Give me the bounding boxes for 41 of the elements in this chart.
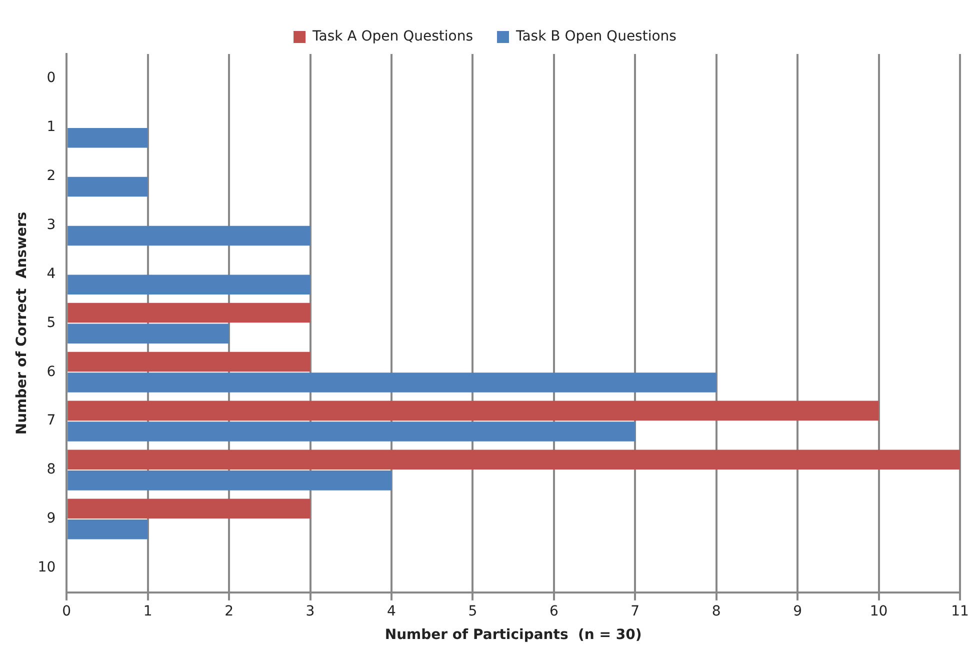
y-tick-label: 7 bbox=[46, 412, 56, 429]
y-tick-label: 2 bbox=[46, 168, 56, 184]
y-tick-label: 0 bbox=[46, 70, 56, 86]
x-axis-title: Number of Participants (n = 30) bbox=[384, 627, 642, 644]
bar bbox=[68, 274, 310, 295]
x-tick-label: 7 bbox=[630, 603, 640, 620]
x-tick-label: 1 bbox=[143, 603, 152, 620]
legend-label: Task B Open Questions bbox=[514, 28, 676, 45]
x-tick-label: 6 bbox=[549, 603, 558, 620]
bar bbox=[68, 450, 960, 470]
bar bbox=[68, 422, 636, 442]
y-axis-title: Number of Correct Answers bbox=[14, 212, 30, 435]
x-tick-label: 4 bbox=[387, 603, 396, 620]
y-tick-label: 6 bbox=[46, 364, 56, 380]
x-tick-label: 11 bbox=[951, 603, 969, 620]
x-tick-label: 0 bbox=[62, 603, 72, 620]
y-tick-label: 5 bbox=[46, 314, 56, 331]
bar bbox=[68, 324, 230, 344]
x-tick-label: 3 bbox=[306, 603, 315, 620]
bar bbox=[68, 520, 148, 540]
bar bbox=[68, 498, 310, 518]
x-tick-label: 9 bbox=[793, 603, 802, 620]
x-tick-label: 10 bbox=[870, 603, 888, 620]
y-tick-label: 4 bbox=[46, 266, 56, 282]
x-tick-label: 8 bbox=[712, 603, 721, 620]
bar bbox=[68, 352, 310, 372]
x-tick-label: 5 bbox=[468, 603, 478, 620]
bar bbox=[68, 226, 310, 246]
bar bbox=[68, 400, 879, 421]
legend-label: Task A Open Questions bbox=[312, 28, 473, 45]
bar bbox=[68, 128, 148, 148]
y-tick-label: 9 bbox=[46, 510, 56, 527]
bar bbox=[68, 372, 716, 392]
bar bbox=[68, 176, 148, 197]
y-tick-label: 1 bbox=[46, 119, 56, 136]
y-tick-label: 10 bbox=[38, 560, 56, 576]
y-tick-label: 8 bbox=[46, 462, 56, 478]
y-tick-label: 3 bbox=[46, 216, 56, 233]
bar bbox=[68, 470, 392, 490]
bar bbox=[68, 302, 310, 323]
x-tick-label: 2 bbox=[224, 603, 234, 620]
